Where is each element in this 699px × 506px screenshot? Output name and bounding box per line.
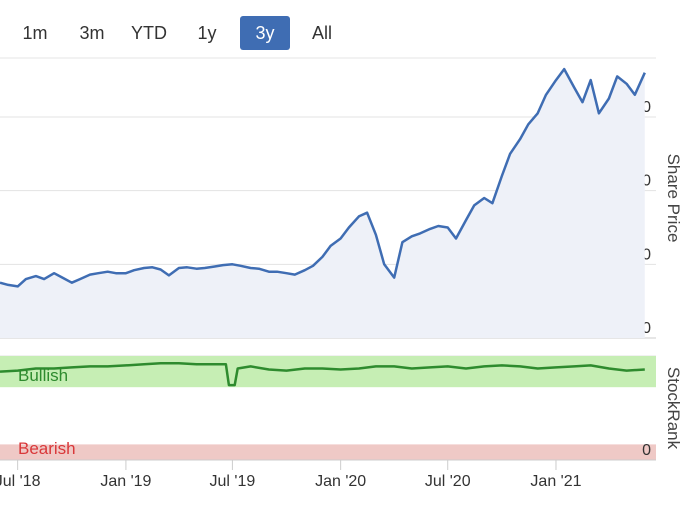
range-selector: 1m 3m YTD 1y 3y All <box>0 14 360 50</box>
rank-band-label-bullish: Bullish <box>18 366 68 385</box>
rank-tick-label: 0 <box>642 442 651 459</box>
price-axis-title: Share Price <box>664 154 683 243</box>
rank-series-line <box>0 362 645 387</box>
range-button-1y[interactable]: 1y <box>197 23 217 43</box>
x-axis-tick-label: Jul '19 <box>210 473 256 490</box>
x-axis-tick-label: Jan '19 <box>100 473 151 490</box>
x-axis-tick-label: Jan '20 <box>315 473 366 490</box>
range-button-all[interactable]: All <box>311 23 332 43</box>
range-button-3y[interactable]: 3y <box>240 16 290 50</box>
rank-band-label-bearish: Bearish <box>18 439 76 458</box>
price-tick-label: 0 <box>642 320 651 337</box>
price-area <box>0 69 645 338</box>
range-button-ytd[interactable]: YTD <box>131 23 167 43</box>
range-button-1m[interactable]: 1m <box>22 23 48 43</box>
x-axis-tick-label: Jul '18 <box>0 473 41 490</box>
x-axis-tick-label: Jan '21 <box>530 473 581 490</box>
x-axis-tick-label: Jul '20 <box>425 473 471 490</box>
rank-band-bearish <box>0 444 656 460</box>
rank-axis-title: StockRank <box>664 367 683 450</box>
rank-band-bullish <box>0 356 656 388</box>
price-series-line <box>0 67 646 288</box>
range-button-3m[interactable]: 3m <box>79 23 105 43</box>
